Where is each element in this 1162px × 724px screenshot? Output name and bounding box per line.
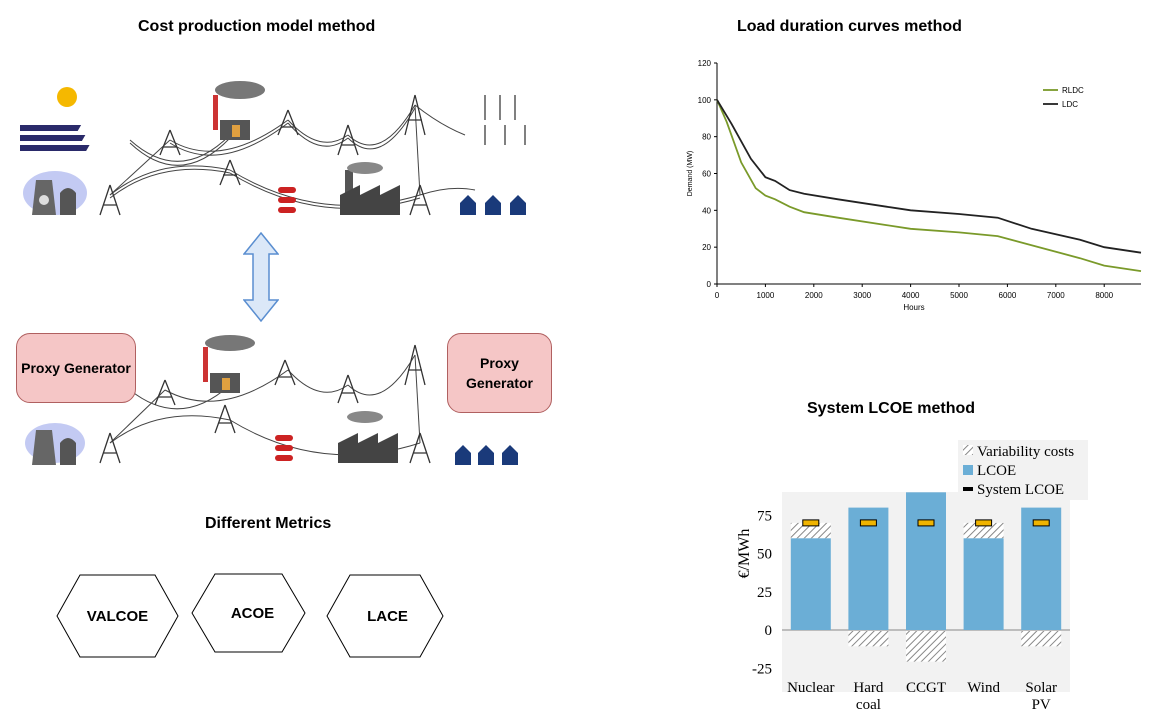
category-label: Hard (853, 680, 883, 696)
metrics-title: Different Metrics (205, 515, 332, 532)
proxy-generator-left: Proxy Generator (16, 333, 136, 403)
y-tick-label: 120 (698, 59, 712, 68)
legend-label-ldc: LDC (1062, 100, 1078, 109)
load-duration-chart: 0 20 40 60 80 100 120 0 1000 2000 3000 4000 5000 6000… (687, 59, 1142, 312)
y-tick-label: 50 (757, 547, 772, 563)
legend-label-lcoe: LCOE (977, 463, 1016, 479)
lcoe-bar (848, 507, 889, 630)
electric-car-icon (275, 435, 293, 461)
y-tick-label: 0 (707, 280, 712, 289)
x-axis-label: Hours (903, 303, 924, 312)
legend-label-system-lcoe: System LCOE (977, 482, 1064, 498)
metric-lace: LACE (367, 608, 408, 625)
metric-acoe: ACOE (230, 605, 275, 622)
variability-cost-bar (906, 631, 946, 662)
house-icon (460, 195, 526, 215)
category-label: coal (856, 697, 881, 713)
x-tick-label: 6000 (999, 291, 1017, 300)
x-tick-label: 5000 (950, 291, 968, 300)
transmission-tower-icon (99, 344, 431, 464)
factory-icon (340, 162, 400, 215)
y-tick-label: 100 (698, 96, 712, 105)
system-lcoe-title: System LCOE method (807, 400, 976, 417)
coal-plant-icon (203, 335, 255, 393)
category-label: PV (1032, 697, 1051, 713)
series-line-rldc (716, 99, 1142, 272)
lcoe-bar (790, 538, 831, 630)
system-lcoe-marker (1032, 519, 1050, 527)
x-tick-label: 3000 (853, 291, 871, 300)
x-tick-label: 2000 (805, 291, 823, 300)
system-lcoe-marker (975, 519, 993, 527)
system-lcoe-marker (802, 519, 820, 527)
variability-cost-bar (963, 522, 1004, 539)
coal-plant-icon (213, 81, 265, 140)
x-tick-label: 1000 (757, 291, 775, 300)
series-line-ldc (716, 99, 1142, 254)
system-lcoe-marker (917, 519, 935, 527)
variability-cost-bar (848, 631, 889, 647)
system-lcoe-marker (859, 519, 877, 527)
y-tick-label: 0 (765, 623, 773, 639)
nuclear-plant-icon (23, 171, 87, 215)
x-tick-label: 8000 (1095, 291, 1113, 300)
category-label: CCGT (906, 680, 946, 696)
factory-icon (338, 411, 398, 463)
cost-production-title: Cost production model method (138, 18, 376, 35)
y-axis-label: €/MWh (736, 529, 753, 579)
x-tick-label: 0 (715, 291, 720, 300)
legend-label-variability: Variability costs (977, 444, 1074, 460)
y-tick-label: -25 (752, 661, 772, 677)
legend-swatch-system-lcoe (963, 487, 973, 491)
lcoe-bar (1021, 507, 1062, 630)
power-grid-illustration-top (20, 81, 526, 216)
solar-panel-icon (20, 125, 90, 151)
lcoe-bar (963, 538, 1004, 630)
y-tick-label: 40 (702, 206, 711, 215)
ldc-title: Load duration curves method (737, 18, 962, 35)
wind-turbine-icon (484, 95, 526, 145)
x-tick-label: 7000 (1047, 291, 1065, 300)
category-label: Wind (967, 680, 1000, 696)
category-label: Solar (1025, 680, 1057, 696)
x-tick-label: 4000 (902, 291, 920, 300)
nuclear-plant-icon (25, 423, 85, 465)
y-tick-label: 75 (757, 508, 772, 524)
metrics-hexagons (56, 573, 444, 658)
y-tick-label: 80 (702, 133, 711, 142)
legend-swatch-variability (963, 445, 973, 455)
y-tick-label: 20 (702, 243, 711, 252)
house-icon (455, 445, 518, 465)
y-tick-label: 25 (757, 585, 772, 601)
legend-swatch-lcoe (963, 465, 973, 475)
lcoe-bar (906, 492, 946, 630)
variability-cost-bar (1021, 631, 1062, 647)
legend-box (958, 440, 1088, 500)
sun-icon (57, 87, 77, 107)
double-arrow-icon (243, 232, 279, 322)
power-grid-illustration-bottom (25, 335, 518, 465)
category-label: Nuclear (787, 680, 834, 696)
electric-car-icon (278, 187, 296, 213)
y-axis-label: Demand (MW) (687, 151, 694, 197)
legend-label-rldc: RLDC (1062, 86, 1084, 95)
transmission-tower-icon (99, 94, 431, 216)
y-tick-label: 60 (702, 170, 711, 179)
variability-cost-bar (790, 522, 831, 539)
metric-valcoe: VALCOE (86, 608, 149, 625)
proxy-generator-right: Proxy Generator (447, 333, 552, 413)
